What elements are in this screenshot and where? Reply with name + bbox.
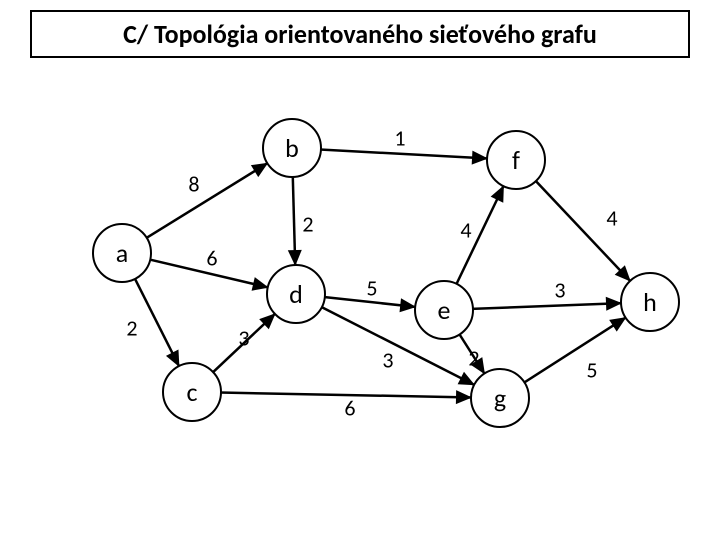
edge-weight-label: 8 bbox=[188, 171, 199, 198]
edge-weight-label: 2 bbox=[468, 345, 479, 372]
graph-node-label: g bbox=[494, 382, 506, 414]
edge-weight-label: 2 bbox=[126, 315, 137, 342]
graph-node-label: c bbox=[187, 376, 198, 408]
edge-weight-label: 3 bbox=[382, 347, 393, 374]
network-graph: abcdefgh 86212365342345 bbox=[0, 0, 720, 540]
edge-weight-label: 3 bbox=[238, 325, 249, 352]
edge-weight-label: 4 bbox=[606, 205, 617, 232]
edge-arrowhead bbox=[609, 317, 626, 332]
edge-weight-label: 3 bbox=[554, 277, 565, 304]
graph-node-e: e bbox=[414, 280, 474, 340]
edge-line bbox=[146, 163, 268, 239]
graph-node-label: f bbox=[512, 144, 520, 176]
graph-node-g: g bbox=[470, 368, 530, 428]
edge-line bbox=[472, 303, 622, 309]
graph-node-h: h bbox=[620, 272, 680, 332]
edge-weight-label: 5 bbox=[366, 275, 377, 302]
edge-weight-label: 5 bbox=[586, 357, 597, 384]
graph-node-c: c bbox=[162, 362, 222, 422]
edge-line bbox=[524, 317, 627, 383]
edge-weight-label: 1 bbox=[394, 125, 405, 152]
graph-node-f: f bbox=[486, 130, 546, 190]
graph-node-label: b bbox=[285, 132, 299, 164]
edge-weight-label: 6 bbox=[344, 395, 355, 422]
graph-node-label: h bbox=[643, 286, 657, 318]
graph-node-a: a bbox=[92, 223, 152, 283]
graph-node-label: e bbox=[438, 294, 451, 326]
graph-node-label: a bbox=[116, 237, 128, 269]
edge-weight-label: 6 bbox=[206, 245, 217, 272]
edge-arrowhead bbox=[251, 163, 268, 177]
graph-node-label: d bbox=[289, 278, 303, 310]
edge-weight-label: 2 bbox=[302, 211, 313, 238]
graph-node-d: d bbox=[266, 264, 326, 324]
edge-weight-label: 4 bbox=[460, 217, 471, 244]
graph-node-b: b bbox=[262, 118, 322, 178]
